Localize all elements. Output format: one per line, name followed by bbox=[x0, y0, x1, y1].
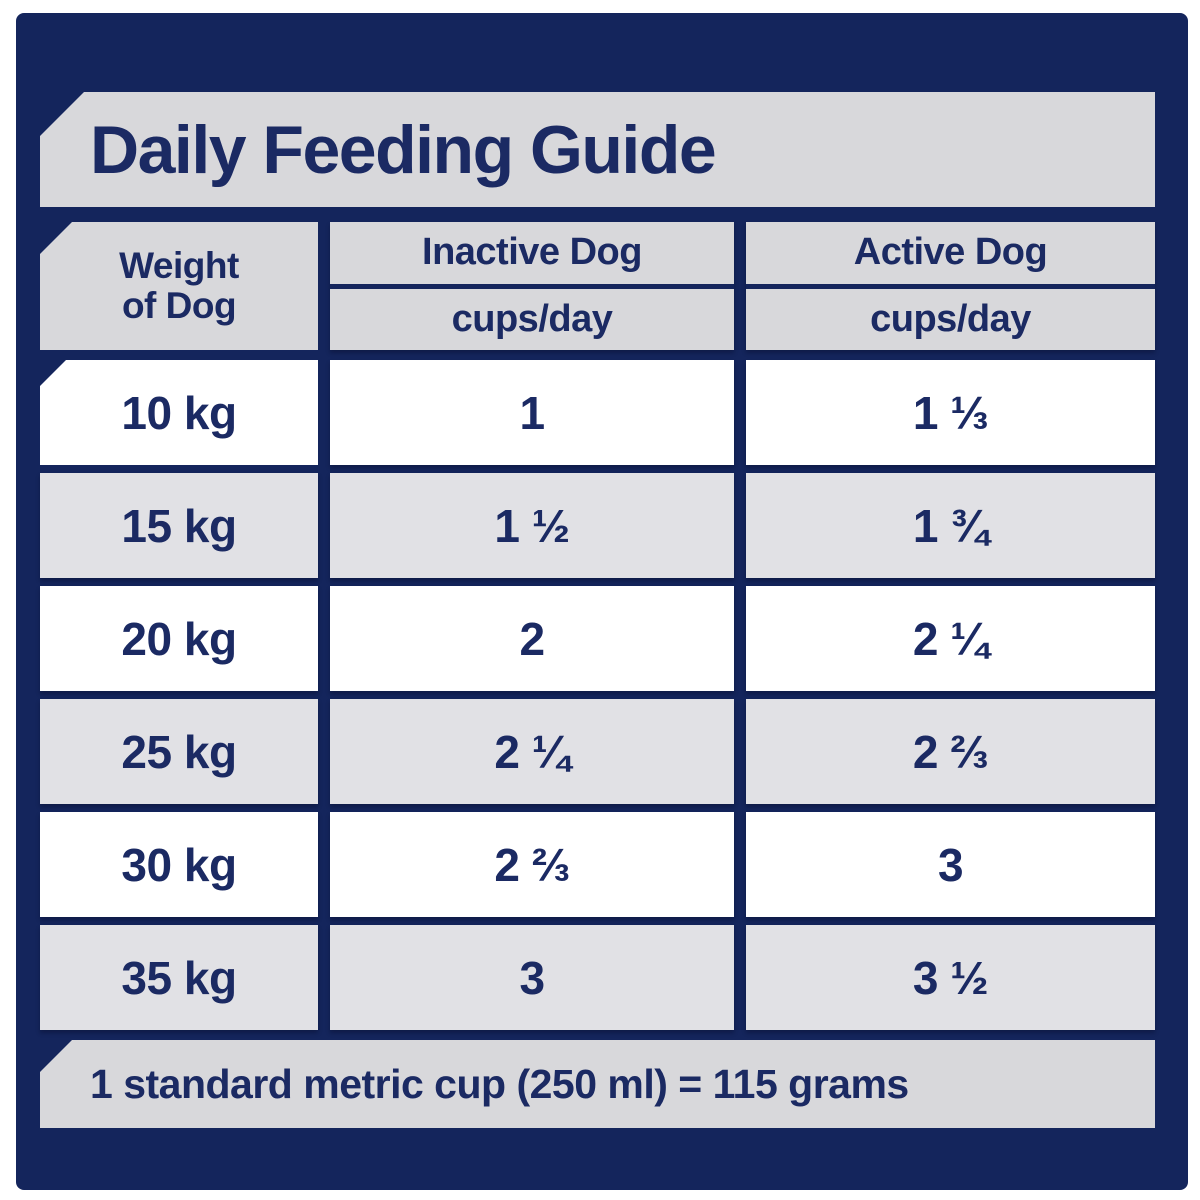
active-value-cell: 2 ⅔ bbox=[746, 699, 1155, 804]
inactive-dog-units: cups/day bbox=[451, 297, 613, 340]
weight-cell: 30 kg bbox=[40, 812, 318, 917]
inactive-value-cell: 1 ½ bbox=[330, 473, 734, 578]
weight-cell: 35 kg bbox=[40, 925, 318, 1030]
inactive-value-cell: 1 bbox=[330, 360, 734, 465]
column-header-active-dog: Active Dog cups/day bbox=[746, 222, 1155, 350]
page-title: Daily Feeding Guide bbox=[90, 111, 717, 188]
active-dog-units: cups/day bbox=[870, 297, 1031, 340]
footnote-panel: 1 standard metric cup (250 ml) = 115 gra… bbox=[40, 1040, 1155, 1128]
weight-header-line2: of Dog bbox=[121, 285, 237, 326]
inactive-dog-label: Inactive Dog bbox=[422, 231, 642, 274]
feeding-guide-board: Daily Feeding Guide Weight of Dog Inacti… bbox=[16, 13, 1188, 1190]
active-value-cell: 2 ¼ bbox=[746, 586, 1155, 691]
column-header-inactive-dog: Inactive Dog cups/day bbox=[330, 222, 734, 350]
active-value-cell: 1 ¾ bbox=[746, 473, 1155, 578]
active-dog-label: Active Dog bbox=[853, 231, 1048, 274]
inactive-value-cell: 2 bbox=[330, 586, 734, 691]
weight-cell: 15 kg bbox=[40, 473, 318, 578]
active-value-cell: 3 bbox=[746, 812, 1155, 917]
cup-conversion-note: 1 standard metric cup (250 ml) = 115 gra… bbox=[90, 1060, 909, 1107]
column-header-weight: Weight of Dog bbox=[40, 222, 318, 350]
weight-cell: 10 kg bbox=[40, 360, 318, 465]
active-value-cell: 1 ⅓ bbox=[746, 360, 1155, 465]
weight-header-line1: Weight bbox=[119, 245, 239, 287]
header-divider bbox=[330, 283, 734, 289]
inactive-value-cell: 3 bbox=[330, 925, 734, 1030]
inactive-value-cell: 2 ¼ bbox=[330, 699, 734, 804]
weight-cell: 20 kg bbox=[40, 586, 318, 691]
title-panel: Daily Feeding Guide bbox=[40, 92, 1155, 207]
weight-cell: 25 kg bbox=[40, 699, 318, 804]
header-divider bbox=[746, 283, 1155, 289]
inactive-value-cell: 2 ⅔ bbox=[330, 812, 734, 917]
active-value-cell: 3 ½ bbox=[746, 925, 1155, 1030]
